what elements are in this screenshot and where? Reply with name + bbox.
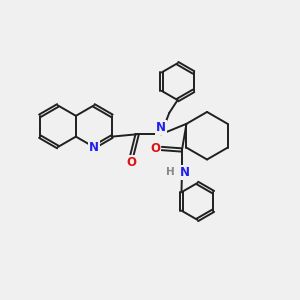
Text: N: N <box>180 166 190 179</box>
Text: H: H <box>166 167 175 177</box>
Text: N: N <box>156 121 166 134</box>
Text: O: O <box>150 142 160 155</box>
Text: O: O <box>127 156 137 169</box>
Text: N: N <box>89 141 99 154</box>
